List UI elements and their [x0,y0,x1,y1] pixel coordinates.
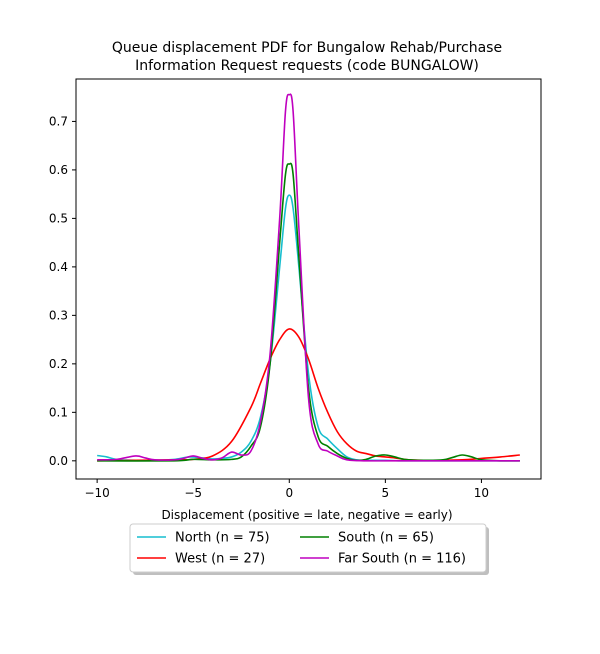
legend-label: West (n = 27) [175,552,265,567]
y-tick-label: 0.7 [49,114,68,128]
y-axis: 0.0 0.1 0.2 0.3 0.4 0.5 0.6 0.7 [49,114,76,468]
y-tick-label: 0.1 [49,405,68,419]
y-tick-label: 0.5 [49,211,68,225]
y-tick-label: 0.6 [49,163,68,177]
y-tick-label: 0.3 [49,308,68,322]
x-axis-label: Displacement (positive = late, negative … [161,508,452,522]
legend-label: North (n = 75) [175,531,270,546]
chart-title: Queue displacement PDF for Bungalow Reha… [112,40,502,74]
y-tick-label: 0.2 [49,357,68,371]
x-tick-label: 10 [474,486,489,500]
series-south-line [97,162,520,462]
legend-label: South (n = 65) [338,531,434,546]
legend-label: Far South (n = 116) [338,552,466,567]
series-far-south-line [97,93,520,462]
legend: North (n = 75) West (n = 27) South (n = 65… [129,523,489,575]
x-tick-label: −5 [184,486,202,500]
chart-title-line-2: Information Request requests (code BUNGA… [135,58,479,74]
plot-background [76,79,541,479]
x-axis: −10 −5 0 5 10 [84,479,489,500]
series-group [97,93,520,462]
y-tick-label: 0.0 [49,454,68,468]
y-tick-label: 0.4 [49,260,68,274]
chart-title-line-1: Queue displacement PDF for Bungalow Reha… [112,40,502,56]
x-tick-label: 0 [285,486,293,500]
plot-frame [75,78,542,480]
x-tick-label: 5 [382,486,390,500]
legend-box [129,523,487,573]
x-tick-label: −10 [84,486,109,500]
